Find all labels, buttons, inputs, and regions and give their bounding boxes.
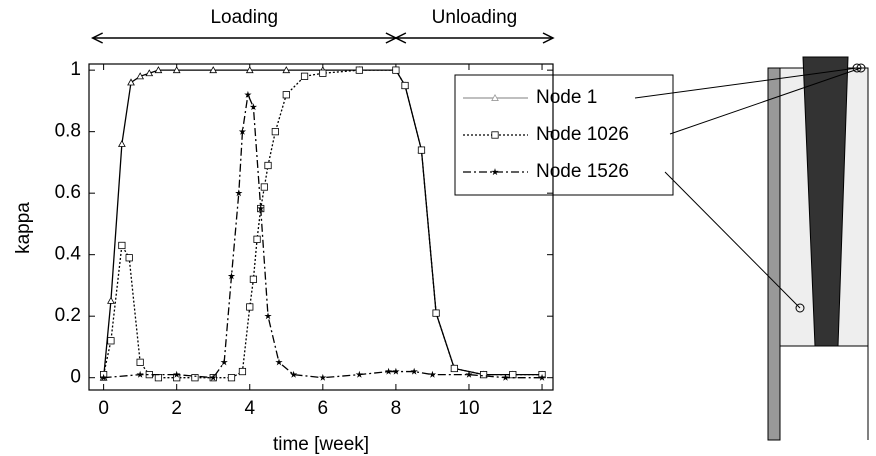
- marker: [260, 183, 268, 191]
- y-tick-label: 0.4: [55, 244, 82, 265]
- x-tick-label: 12: [531, 398, 552, 419]
- marker: [136, 72, 145, 80]
- marker: [244, 90, 252, 98]
- marker: [238, 367, 247, 376]
- marker: [125, 254, 133, 262]
- arrow-head: [542, 32, 555, 44]
- marker: [491, 93, 499, 101]
- marker: [319, 373, 327, 381]
- marker: [282, 66, 291, 74]
- marker: [264, 161, 272, 170]
- arrow-head: [90, 32, 103, 44]
- marker: [401, 81, 409, 90]
- marker: [107, 337, 115, 345]
- marker: [227, 272, 236, 280]
- marker: [491, 131, 499, 139]
- marker: [220, 358, 228, 366]
- node-marker: [795, 303, 805, 313]
- wedge: [802, 56, 849, 347]
- marker: [118, 139, 126, 147]
- x-tick-label: 2: [171, 398, 182, 419]
- marker: [245, 66, 254, 74]
- y-tick-label: 1: [70, 59, 81, 80]
- marker: [209, 66, 218, 74]
- marker: [249, 103, 258, 111]
- phase-label: Unloading: [432, 7, 518, 28]
- x-tick-label: 8: [391, 398, 402, 419]
- marker: [154, 374, 163, 382]
- marker: [538, 373, 546, 381]
- marker: [173, 370, 181, 378]
- y-axis-label: kappa: [13, 202, 34, 254]
- marker: [253, 235, 261, 243]
- marker: [136, 358, 144, 366]
- leader-line: [669, 67, 862, 135]
- marker: [235, 189, 243, 197]
- marker: [392, 367, 400, 375]
- leader-line: [634, 67, 858, 99]
- wall: [767, 67, 781, 441]
- marker: [428, 370, 437, 378]
- marker: [491, 168, 499, 176]
- marker: [107, 296, 115, 304]
- x-axis-label: time [week]: [273, 434, 369, 455]
- arrow-head: [394, 32, 407, 44]
- diagram: [634, 56, 869, 441]
- marker: [501, 373, 510, 381]
- marker: [191, 374, 199, 382]
- x-tick-label: 0: [98, 398, 109, 419]
- marker: [172, 66, 181, 74]
- y-tick-label: 0.8: [55, 121, 81, 142]
- marker: [271, 128, 279, 136]
- marker: [257, 204, 265, 212]
- marker: [410, 367, 418, 375]
- marker: [509, 371, 517, 379]
- marker: [355, 370, 364, 378]
- y-tick-label: 0.2: [55, 305, 81, 326]
- marker: [432, 309, 440, 317]
- marker: [300, 72, 309, 80]
- marker: [118, 241, 126, 250]
- marker: [319, 69, 327, 77]
- legend-label: Node 1: [536, 87, 597, 108]
- marker: [355, 66, 363, 74]
- x-tick-label: 6: [318, 398, 329, 419]
- x-tick-label: 10: [458, 398, 479, 419]
- plot-frame: [88, 63, 554, 391]
- legend-label: Node 1526: [536, 161, 629, 182]
- marker: [450, 364, 458, 373]
- marker: [249, 275, 258, 283]
- marker: [154, 66, 163, 74]
- marker: [264, 312, 272, 320]
- marker: [479, 371, 488, 379]
- marker: [282, 91, 290, 99]
- marker: [145, 69, 154, 77]
- marker: [127, 78, 135, 86]
- x-tick-label: 4: [244, 398, 255, 419]
- y-tick-label: 0: [70, 367, 81, 388]
- legend-label: Node 1026: [536, 124, 629, 145]
- leader-line: [664, 171, 801, 309]
- marker: [136, 370, 144, 378]
- marker: [289, 370, 298, 378]
- marker: [465, 370, 473, 378]
- marker: [246, 303, 254, 311]
- marker: [209, 373, 217, 381]
- phase-label: Loading: [210, 7, 278, 28]
- marker: [392, 66, 400, 74]
- marker: [227, 374, 236, 382]
- marker: [238, 127, 247, 135]
- marker: [384, 367, 393, 375]
- y-tick-label: 0.6: [55, 182, 81, 203]
- marker: [99, 373, 108, 381]
- marker: [275, 358, 283, 366]
- marker: [417, 146, 426, 154]
